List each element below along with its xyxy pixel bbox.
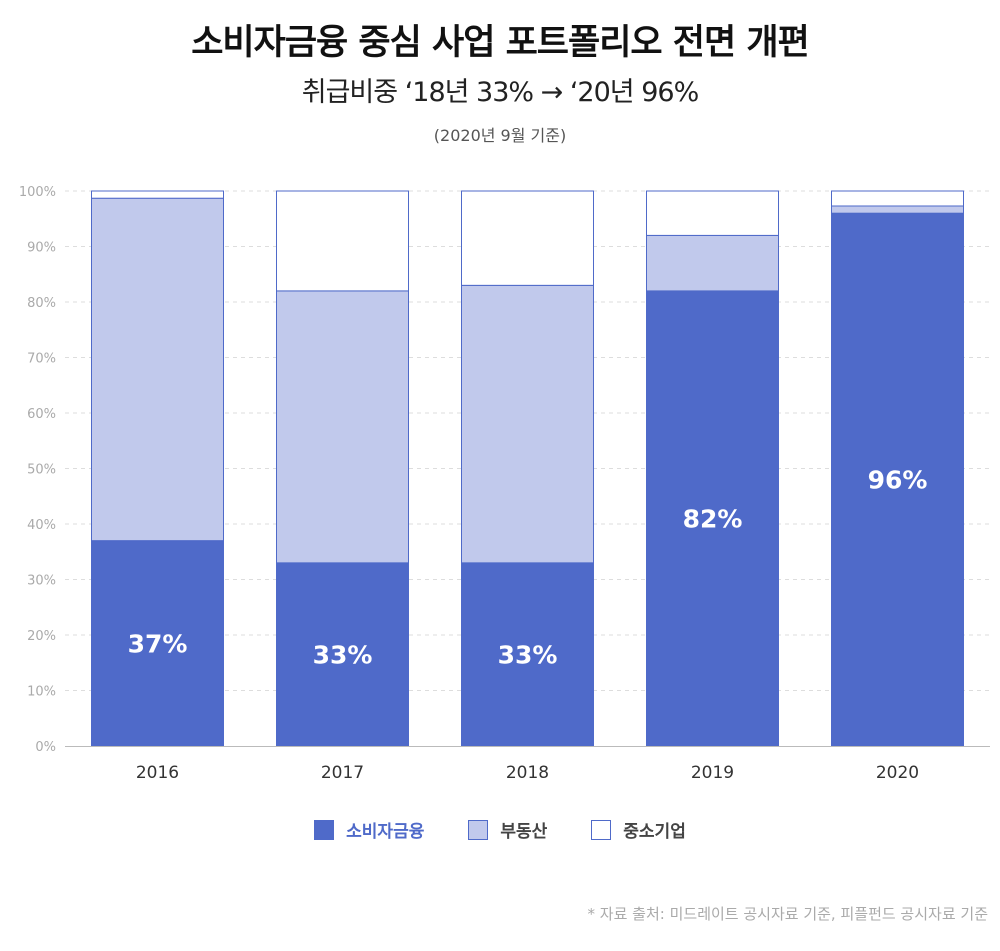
data-label: 82% — [683, 504, 743, 533]
source-note: * 자료 출처: 미드레이트 공시자료 기준, 피플펀드 공시자료 기준 — [587, 905, 988, 923]
bar-segment — [831, 212, 964, 747]
bar-segment — [831, 205, 964, 214]
bar-segment — [461, 190, 594, 286]
data-label: 33% — [313, 640, 373, 669]
x-tick-label: 2018 — [506, 763, 549, 783]
x-tick-label: 2017 — [321, 763, 364, 783]
y-tick-label: 80% — [27, 296, 56, 311]
bar-segment — [91, 190, 224, 199]
legend-item-sme: 중소기업 — [591, 817, 686, 842]
y-tick-label: 60% — [27, 407, 56, 422]
data-label: 96% — [868, 466, 928, 495]
chart-title: 소비자금융 중심 사업 포트폴리오 전면 개편 — [191, 23, 810, 63]
legend-item-consumer: 소비자금융 — [314, 817, 424, 842]
y-tick-label: 10% — [27, 685, 56, 700]
bar-segment — [646, 290, 779, 747]
y-tick-label: 20% — [27, 629, 56, 644]
legend-label: 중소기업 — [623, 822, 686, 842]
y-tick-label: 100% — [19, 185, 56, 200]
x-tick-label: 2020 — [876, 763, 919, 783]
bar-segment — [276, 190, 409, 292]
bar-segment — [461, 562, 594, 747]
bar-segment — [646, 234, 779, 292]
x-tick-label: 2016 — [136, 763, 179, 783]
y-tick-label: 0% — [35, 740, 56, 755]
chart-subtitle: 취급비중 ‘18년 33% → ‘20년 96% — [301, 77, 699, 108]
legend-label: 소비자금융 — [346, 822, 425, 842]
legend-label: 부동산 — [500, 822, 548, 842]
bar-segment — [646, 190, 779, 236]
legend-item-realestate: 부동산 — [468, 817, 547, 842]
y-tick-label: 30% — [27, 574, 56, 589]
bar-segment — [831, 190, 964, 207]
x-tick-label: 2019 — [691, 763, 734, 783]
y-tick-label: 70% — [27, 352, 56, 367]
bar-segment — [276, 290, 409, 564]
bar-segment — [91, 197, 224, 542]
plot-area: 0% 10% 20% 30% 40% 50% 60% 70% 80% 90% 100% 37% 2016… — [19, 185, 990, 783]
bar-segment — [91, 540, 224, 747]
legend-swatch — [591, 819, 612, 840]
y-tick-label: 50% — [27, 463, 56, 478]
y-tick-label: 40% — [27, 518, 56, 533]
data-label: 37% — [128, 629, 188, 658]
legend: 소비자금융 부동산 중소기업 — [0, 817, 1000, 842]
bar-segment — [461, 284, 594, 564]
legend-swatch — [468, 819, 489, 840]
legend-swatch — [314, 819, 335, 840]
date-note: (2020년 9월 기준) — [433, 126, 567, 145]
y-tick-label: 90% — [27, 241, 56, 256]
data-label: 33% — [498, 640, 558, 669]
